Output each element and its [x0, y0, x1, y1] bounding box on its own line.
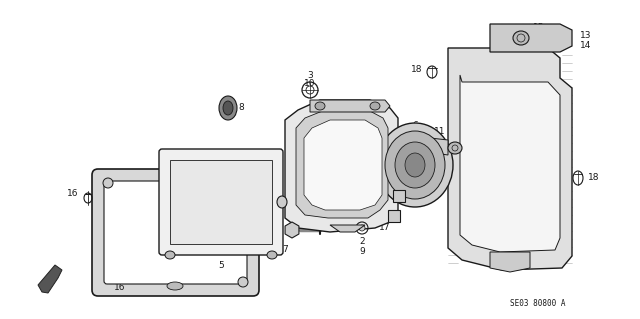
Ellipse shape — [405, 153, 425, 177]
Text: 16: 16 — [67, 189, 78, 197]
Ellipse shape — [385, 131, 445, 199]
Text: 14: 14 — [580, 41, 591, 49]
Text: 2: 2 — [359, 238, 365, 247]
Polygon shape — [428, 138, 448, 155]
Polygon shape — [490, 24, 572, 52]
Text: 7: 7 — [282, 246, 288, 255]
Polygon shape — [38, 265, 62, 293]
Bar — [170, 160, 272, 244]
Text: 16: 16 — [115, 284, 125, 293]
Text: 8: 8 — [238, 103, 244, 113]
FancyBboxPatch shape — [159, 149, 283, 255]
Polygon shape — [460, 75, 560, 252]
Text: 18: 18 — [588, 174, 600, 182]
Ellipse shape — [223, 101, 233, 115]
Ellipse shape — [395, 142, 435, 188]
Bar — [393, 190, 405, 202]
Ellipse shape — [238, 178, 248, 188]
FancyBboxPatch shape — [104, 181, 247, 284]
Ellipse shape — [165, 251, 175, 259]
Polygon shape — [490, 252, 530, 272]
Text: 15: 15 — [533, 24, 545, 33]
Ellipse shape — [167, 282, 183, 290]
FancyBboxPatch shape — [92, 169, 259, 296]
Text: 11: 11 — [433, 128, 445, 137]
Text: 4: 4 — [410, 191, 415, 201]
Ellipse shape — [370, 102, 380, 110]
Polygon shape — [285, 100, 398, 232]
Text: 18: 18 — [410, 65, 422, 75]
Text: 10: 10 — [304, 79, 316, 88]
Text: 1: 1 — [148, 271, 154, 279]
Ellipse shape — [277, 196, 287, 208]
Text: 11: 11 — [437, 144, 449, 152]
Text: 6: 6 — [412, 121, 418, 130]
Polygon shape — [448, 48, 572, 270]
Polygon shape — [296, 110, 388, 218]
Text: 17: 17 — [380, 224, 391, 233]
Text: 13: 13 — [580, 31, 591, 40]
Polygon shape — [304, 120, 382, 210]
Polygon shape — [330, 225, 365, 232]
Ellipse shape — [448, 142, 462, 154]
Text: 15: 15 — [433, 137, 445, 146]
Text: 12: 12 — [434, 147, 445, 157]
Bar — [388, 210, 400, 222]
Text: 9: 9 — [359, 248, 365, 256]
Ellipse shape — [219, 96, 237, 120]
Polygon shape — [285, 222, 299, 238]
Ellipse shape — [513, 31, 529, 45]
Ellipse shape — [377, 123, 453, 207]
Text: SE03 80800 A: SE03 80800 A — [509, 299, 565, 308]
Text: FR.: FR. — [38, 278, 50, 284]
Ellipse shape — [359, 225, 365, 231]
Ellipse shape — [103, 178, 113, 188]
Ellipse shape — [267, 251, 277, 259]
Polygon shape — [310, 100, 390, 112]
Ellipse shape — [238, 277, 248, 287]
Text: 12: 12 — [437, 153, 449, 162]
Text: 3: 3 — [307, 71, 313, 80]
Ellipse shape — [315, 102, 325, 110]
Text: 5: 5 — [218, 262, 224, 271]
